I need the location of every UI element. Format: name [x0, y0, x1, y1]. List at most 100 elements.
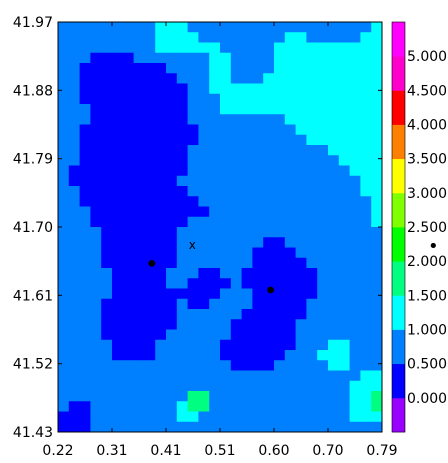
contour-cell: [241, 175, 253, 187]
contour-cell: [371, 83, 382, 95]
contour-cell: [90, 309, 102, 320]
contour-cell: [122, 391, 135, 402]
contour-cell: [155, 227, 167, 238]
contour-cell: [144, 298, 156, 310]
contour-cell: [338, 196, 351, 208]
contour-cell: [306, 93, 318, 105]
contour-cell: [252, 268, 264, 279]
contour-cell: [122, 227, 135, 238]
contour-cell: [101, 216, 113, 228]
contour-cell: [144, 73, 156, 85]
contour-cell: [112, 370, 124, 382]
contour-cell: [230, 380, 243, 392]
contour-cell: [209, 63, 221, 74]
contour-cell: [263, 247, 275, 259]
contour-cell: [263, 32, 275, 44]
contour-cell: [220, 319, 232, 331]
contour-cell: [252, 380, 264, 392]
contour-cell: [90, 278, 102, 290]
contour-cell: [155, 421, 167, 432]
contour-cell: [306, 155, 318, 167]
contour-cell: [284, 114, 297, 126]
contour-cell: [209, 155, 221, 167]
contour-cell: [349, 32, 361, 44]
contour-cell: [144, 134, 156, 146]
contour-cell: [252, 247, 264, 259]
contour-cell: [122, 114, 135, 126]
contour-cell: [220, 380, 232, 392]
x-tick-label: 0.70: [312, 443, 343, 459]
contour-cell: [349, 124, 361, 136]
contour-cell: [209, 360, 221, 372]
contour-cell: [360, 165, 372, 177]
contour-cell: [176, 380, 189, 392]
contour-cell: [338, 216, 351, 228]
contour-cell: [328, 288, 340, 300]
contour-cell: [317, 401, 329, 413]
contour-cell: [371, 360, 382, 372]
contour-cell: [263, 298, 275, 310]
contour-cell: [349, 298, 361, 310]
contour-cell: [176, 421, 189, 432]
contour-cell: [68, 329, 81, 341]
contour-cell: [306, 360, 318, 372]
contour-cell: [338, 52, 351, 64]
contour-cell: [155, 288, 167, 300]
contour-cell: [274, 216, 286, 228]
contour-cell: [220, 370, 232, 382]
contour-cell: [349, 42, 361, 54]
contour-cell: [371, 298, 382, 310]
contour-cell: [263, 104, 275, 115]
contour-cell: [68, 227, 81, 238]
contour-cell: [79, 401, 91, 413]
contour-cell: [198, 329, 210, 341]
contour-cell: [166, 216, 178, 228]
contour-cell: [79, 319, 91, 331]
contour-cell: [274, 421, 286, 432]
contour-cell: [252, 114, 264, 126]
contour-cell: [176, 114, 189, 126]
contour-cell: [328, 339, 340, 351]
contour-cell: [252, 309, 264, 320]
contour-cell: [295, 227, 307, 238]
contour-cell: [187, 186, 199, 197]
contour-cell: [252, 329, 264, 341]
contour-cell: [68, 391, 81, 402]
contour-cell: [338, 268, 351, 279]
contour-cell: [58, 32, 70, 44]
contour-cell: [274, 83, 286, 95]
contour-cell: [112, 73, 124, 85]
contour-cell: [241, 370, 253, 382]
contour-cell: [328, 319, 340, 331]
x-tick-label: 0.60: [258, 443, 289, 459]
contour-cell: [274, 278, 286, 290]
contour-cell: [166, 134, 178, 146]
contour-cell: [230, 32, 243, 44]
contour-cell: [58, 288, 70, 300]
contour-cell: [90, 360, 102, 372]
contour-cell: [58, 83, 70, 95]
contour-cell: [274, 52, 286, 64]
contour-cell: [79, 421, 91, 432]
contour-cell: [338, 339, 351, 351]
contour-cell: [306, 175, 318, 187]
contour-cell: [328, 268, 340, 279]
contour-cell: [155, 216, 167, 228]
station-markers: x: [148, 238, 274, 294]
contour-cell: [349, 268, 361, 279]
contour-cell: [241, 278, 253, 290]
contour-cell: [101, 175, 113, 187]
contour-cell: [79, 52, 91, 64]
contour-cell: [252, 134, 264, 146]
contour-cell: [317, 196, 329, 208]
contour-cell: [198, 370, 210, 382]
contour-cell: [79, 360, 91, 372]
contour-cell: [274, 175, 286, 187]
contour-cell: [328, 206, 340, 218]
contour-cell: [68, 411, 81, 423]
contour-cell: [317, 288, 329, 300]
contour-cell: [241, 309, 253, 320]
contour-cell: [360, 319, 372, 331]
contour-cell: [230, 206, 243, 218]
contour-cell: [295, 391, 307, 402]
